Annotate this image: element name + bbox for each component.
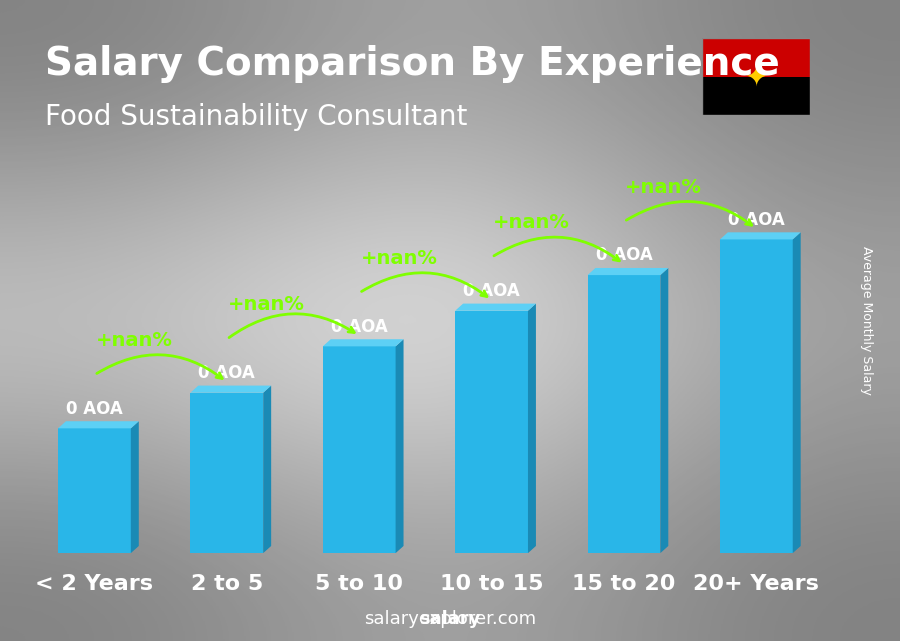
Text: +nan%: +nan%	[493, 213, 570, 232]
Text: 0 AOA: 0 AOA	[728, 211, 785, 229]
Text: Food Sustainability Consultant: Food Sustainability Consultant	[45, 103, 467, 131]
Text: salary: salary	[419, 610, 481, 628]
Polygon shape	[58, 421, 139, 428]
Text: salaryexplorer.com: salaryexplorer.com	[364, 610, 536, 628]
Polygon shape	[191, 386, 271, 393]
Polygon shape	[720, 232, 801, 240]
Text: ✦: ✦	[744, 63, 768, 91]
Polygon shape	[528, 304, 536, 553]
Text: 0 AOA: 0 AOA	[596, 246, 652, 264]
Text: 0 AOA: 0 AOA	[331, 318, 388, 336]
Polygon shape	[588, 268, 669, 275]
Polygon shape	[130, 421, 139, 553]
Polygon shape	[323, 339, 403, 346]
Bar	[702, 38, 810, 77]
Bar	[191, 393, 263, 553]
Text: 0 AOA: 0 AOA	[66, 400, 122, 418]
Text: +nan%: +nan%	[361, 249, 437, 268]
Text: Salary Comparison By Experience: Salary Comparison By Experience	[45, 45, 779, 83]
Polygon shape	[396, 339, 403, 553]
Bar	[58, 428, 130, 553]
Polygon shape	[661, 268, 669, 553]
Bar	[720, 240, 793, 553]
Text: +nan%: +nan%	[228, 296, 305, 314]
Bar	[455, 311, 528, 553]
Polygon shape	[455, 304, 536, 311]
Text: +nan%: +nan%	[95, 331, 173, 350]
Text: 0 AOA: 0 AOA	[198, 364, 256, 382]
Polygon shape	[793, 232, 801, 553]
Bar	[323, 346, 396, 553]
Bar	[702, 77, 810, 115]
Text: +nan%: +nan%	[626, 178, 702, 197]
Polygon shape	[263, 386, 271, 553]
Text: 0 AOA: 0 AOA	[464, 282, 520, 300]
Text: Average Monthly Salary: Average Monthly Salary	[860, 246, 873, 395]
Bar	[588, 275, 661, 553]
